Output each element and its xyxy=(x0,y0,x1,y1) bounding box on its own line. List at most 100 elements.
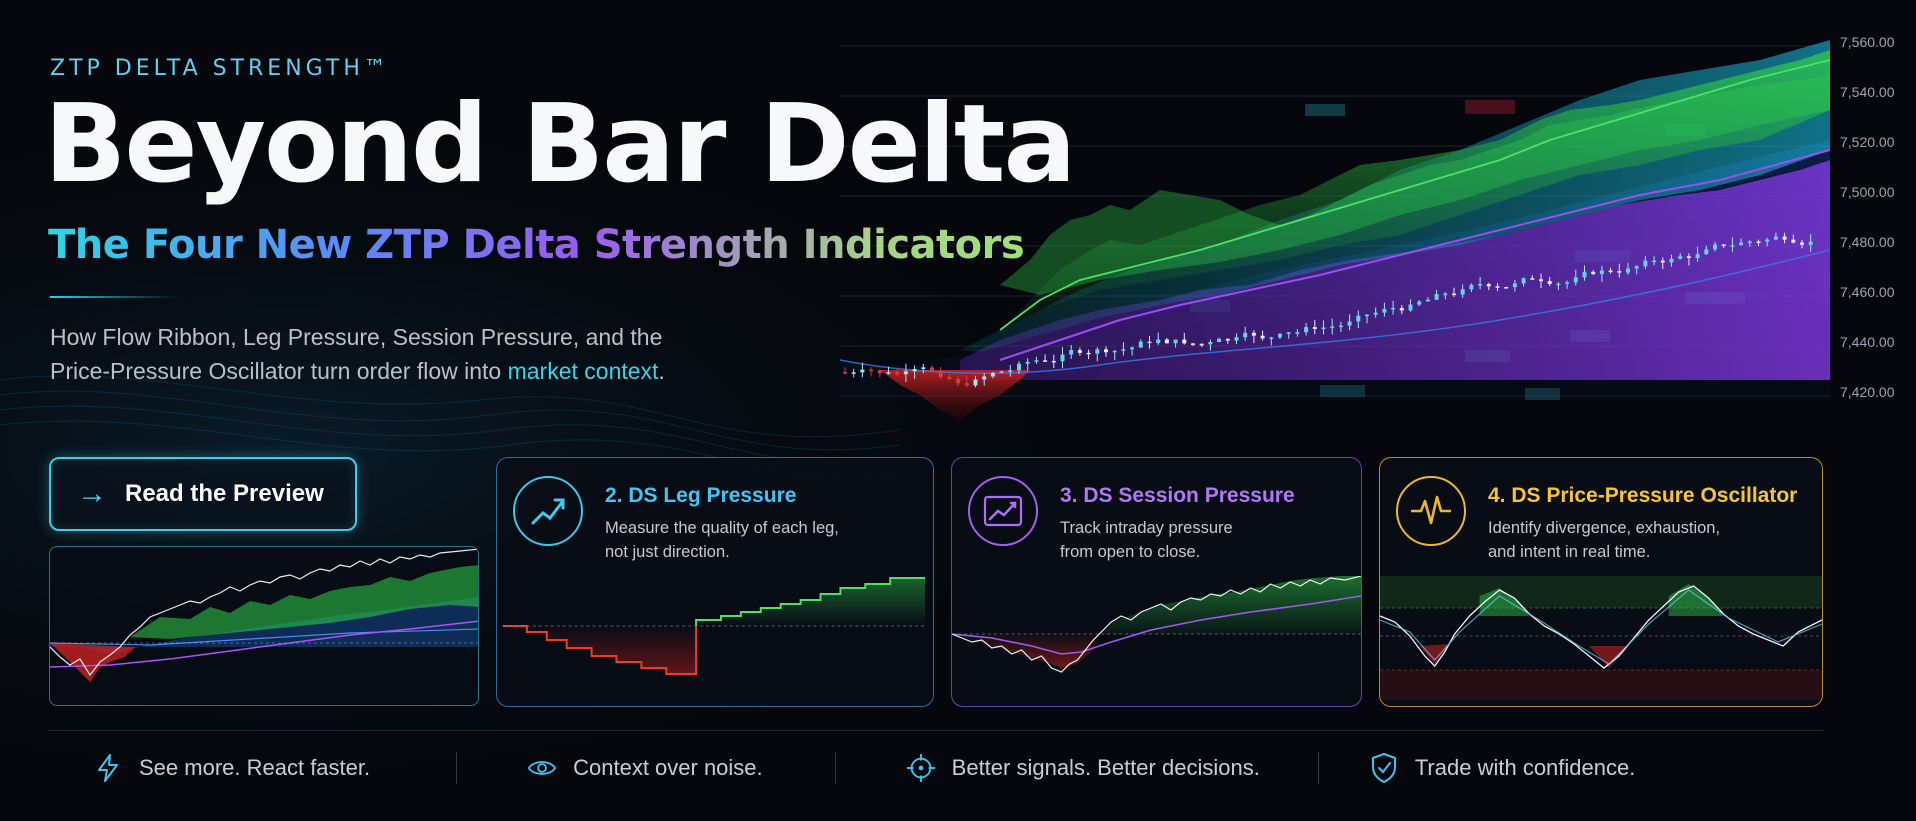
card-description-line: from open to close. xyxy=(1060,543,1201,561)
card-description-line: and intent in real time. xyxy=(1488,543,1651,561)
candle-body xyxy=(1512,283,1517,288)
candle-body xyxy=(1573,277,1578,283)
tagline-confidence: Trade with confidence. xyxy=(1369,753,1636,783)
candle-body xyxy=(973,379,978,386)
candle-body xyxy=(1399,307,1404,311)
read-preview-button[interactable]: → Read the Preview xyxy=(49,457,357,531)
candle-body xyxy=(1391,307,1396,310)
candle-body xyxy=(1095,349,1100,354)
candle-body xyxy=(1243,332,1248,338)
flow-ribbon-preview xyxy=(49,546,479,706)
candle-body xyxy=(1643,260,1648,267)
arrow-right-icon: → xyxy=(77,477,107,510)
candle-body xyxy=(1530,278,1535,280)
description-end: . xyxy=(658,358,665,384)
candle-body xyxy=(1478,284,1483,286)
candle-body xyxy=(1104,349,1108,353)
flow-ribbon-chart xyxy=(50,548,478,682)
candle-body xyxy=(1304,327,1309,333)
card-description-line: Track intraday pressure xyxy=(1060,519,1233,537)
candle-body xyxy=(1121,349,1126,351)
candle-body xyxy=(1217,338,1222,343)
card-description-line: Identify divergence, exhaustion, xyxy=(1488,519,1721,537)
candle-body xyxy=(1043,360,1048,362)
candle-body xyxy=(1443,293,1448,296)
price-axis: 7,560.00 7,540.00 7,520.00 7,500.00 7,48… xyxy=(1830,26,1916,406)
card-title: 2. DS Leg Pressure xyxy=(605,484,797,507)
price-tick: 7,540.00 xyxy=(1840,84,1895,100)
card-description-line: Measure the quality of each leg, xyxy=(605,519,839,537)
candle-body xyxy=(1521,278,1526,284)
candle-body xyxy=(1417,301,1422,305)
candle-body xyxy=(1808,241,1813,245)
candle-body xyxy=(1434,294,1439,300)
candle-body xyxy=(1077,350,1082,353)
main-price-candles xyxy=(843,232,1813,388)
card-leg-pressure[interactable]: 2. DS Leg Pressure Measure the quality o… xyxy=(496,457,934,707)
price-tick: 7,520.00 xyxy=(1840,134,1895,150)
oscillator-chart xyxy=(1380,576,1822,700)
session-pressure-chart xyxy=(952,576,1361,673)
candle-body xyxy=(877,370,882,374)
candle-body xyxy=(1626,268,1630,273)
candle-body xyxy=(1652,260,1657,263)
chart-trend-icon xyxy=(968,476,1038,546)
candle-body xyxy=(1495,286,1500,288)
candle-body xyxy=(1452,293,1456,296)
candle-body xyxy=(1617,271,1622,273)
card-session-pressure[interactable]: 3. DS Session Pressure Track intraday pr… xyxy=(951,457,1362,707)
candle-body xyxy=(930,367,934,371)
candle-body xyxy=(1408,304,1413,311)
candle-body xyxy=(1112,350,1117,353)
footer-divider xyxy=(49,730,1823,731)
trend-up-icon xyxy=(513,476,583,546)
candle-body xyxy=(1686,256,1691,259)
candle-body xyxy=(1147,341,1152,344)
price-tick: 7,460.00 xyxy=(1840,284,1895,300)
candle-body xyxy=(1156,339,1161,344)
candle-body xyxy=(982,376,987,380)
card-description: Identify divergence, exhaustion, and inte… xyxy=(1488,516,1808,564)
candle-body xyxy=(1608,270,1613,273)
candle-body xyxy=(1051,360,1056,363)
tagline-context: Context over noise. xyxy=(527,753,763,783)
candle-body xyxy=(1069,350,1074,355)
candle-body xyxy=(912,368,917,372)
candle-body xyxy=(1547,281,1552,284)
candle-body xyxy=(1660,260,1665,263)
candle-body xyxy=(1278,333,1282,338)
candle-body xyxy=(1582,271,1587,278)
footer-separator xyxy=(456,752,458,784)
eye-icon xyxy=(527,753,557,783)
candle-body xyxy=(1269,337,1274,339)
tagline-text: Trade with confidence. xyxy=(1414,755,1636,780)
candle-body xyxy=(1713,244,1717,250)
candle-body xyxy=(938,370,943,377)
title-divider xyxy=(50,296,178,298)
footer-separator xyxy=(834,752,836,784)
tagline-text: Context over noise. xyxy=(573,755,763,780)
candle-body xyxy=(999,371,1004,373)
price-tick: 7,560.00 xyxy=(1840,34,1895,50)
candle-body xyxy=(1791,239,1796,243)
candle-body xyxy=(1730,245,1735,247)
candle-body xyxy=(1782,236,1787,240)
candle-body xyxy=(1295,332,1300,334)
candle-body xyxy=(1138,341,1143,348)
candle-body xyxy=(1321,327,1326,329)
price-tick: 7,480.00 xyxy=(1840,234,1895,250)
candle-body xyxy=(1539,279,1543,282)
card-price-pressure-oscillator[interactable]: 4. DS Price-Pressure Oscillator Identify… xyxy=(1379,457,1823,707)
candle-body xyxy=(1773,236,1778,240)
candle-body xyxy=(1182,339,1187,344)
candle-body xyxy=(843,372,847,374)
candle-body xyxy=(1747,241,1752,243)
candle-body xyxy=(1365,314,1369,317)
candle-body xyxy=(1338,325,1343,328)
candle-body xyxy=(956,378,961,384)
candle-body xyxy=(1721,244,1726,246)
candle-body xyxy=(1486,284,1491,287)
candle-body xyxy=(1765,239,1770,242)
candle-body xyxy=(1504,287,1509,289)
